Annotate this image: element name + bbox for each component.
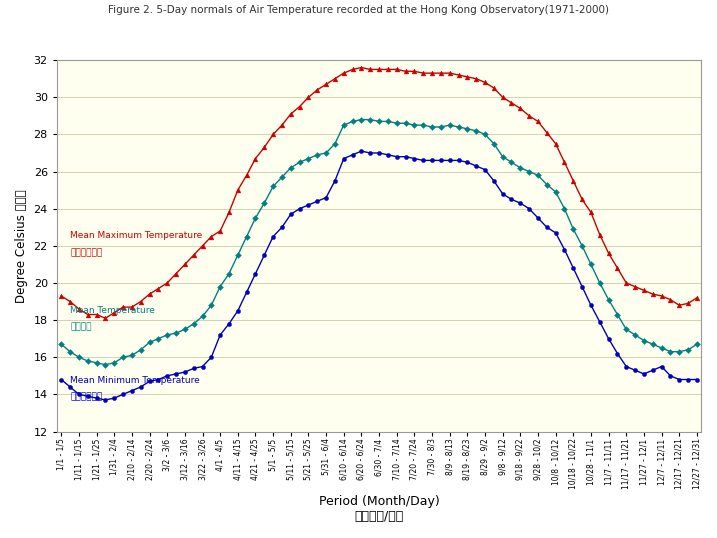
Text: Mean Temperature: Mean Temperature xyxy=(70,306,155,315)
Text: Figure 2. 5-Day normals of Air Temperature recorded at the Hong Kong Observatory: Figure 2. 5-Day normals of Air Temperatu… xyxy=(108,5,609,16)
Text: 平均氣溫: 平均氣溫 xyxy=(70,322,92,331)
X-axis label: Period (Month/Day)
期間（月/日）: Period (Month/Day) 期間（月/日） xyxy=(318,495,440,523)
Text: 平均最高氣溫: 平均最高氣溫 xyxy=(70,248,103,257)
Y-axis label: Degree Celsius 攝氏度: Degree Celsius 攝氏度 xyxy=(15,189,28,303)
Text: 平均最低氣溫: 平均最低氣溫 xyxy=(70,393,103,402)
Text: Mean Maximum Temperature: Mean Maximum Temperature xyxy=(70,231,202,240)
Text: Mean Minimum Temperature: Mean Minimum Temperature xyxy=(70,376,200,385)
